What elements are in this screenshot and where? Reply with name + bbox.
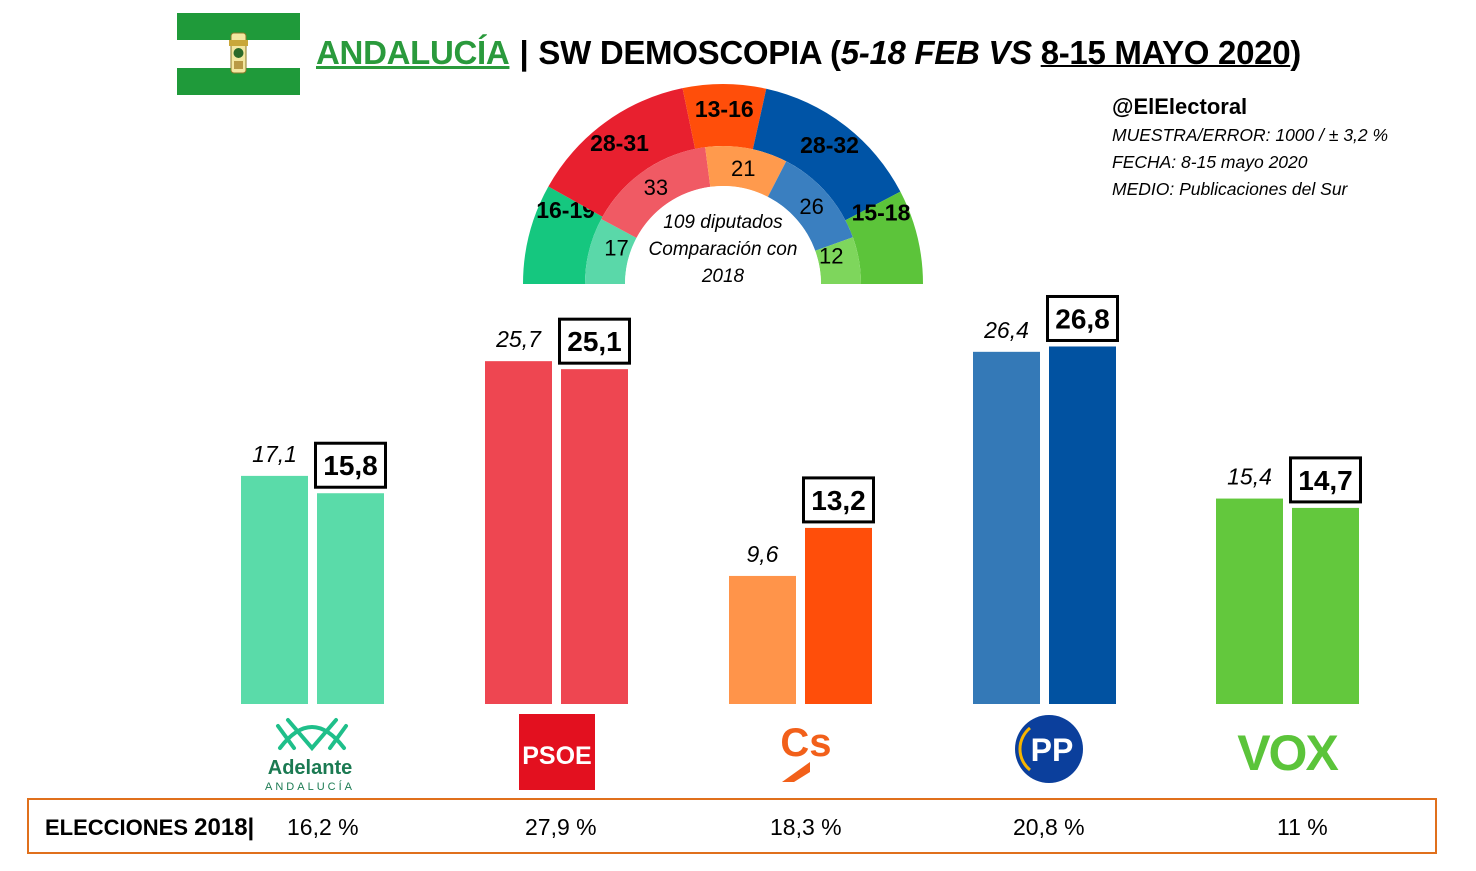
vox-logo-text: VOX: [1237, 725, 1338, 780]
pp-logo: PP: [1015, 715, 1083, 783]
bar-feb-cs: [729, 575, 796, 704]
title-pollster: SW DEMOSCOPIA: [538, 34, 822, 71]
title-period-open: (: [830, 34, 841, 71]
hemicycle-center-line-2: Comparación con: [649, 239, 798, 260]
vox-logo: VOX: [1237, 725, 1340, 780]
hemicycle-2018-vox: [815, 237, 861, 284]
hemicycle-2018-cs: [705, 146, 787, 197]
hemicycle-2018-psoe: [601, 147, 711, 238]
elections-label-text: ELECCIONES: [45, 815, 189, 840]
psoe-logo-text: PSOE: [522, 742, 591, 770]
result-2018-cs: 18,3 %: [770, 814, 842, 840]
page-title: ANDALUCÍA | SW DEMOSCOPIA (5-18 FEB VS 8-1…: [316, 34, 1301, 72]
sample-error: MUESTRA/ERROR: 1000 / ± 3,2 %: [1112, 125, 1389, 145]
hemicycle-2018-label-psoe: 33: [644, 175, 668, 200]
hemicycle-2018-pp: [767, 161, 853, 251]
bar-may-label-cs: 13,2: [811, 485, 866, 516]
hemicycle-center-line-1: 109 diputados: [663, 212, 783, 233]
bar-may-label-adelante: 15,8: [323, 450, 378, 481]
title-region: ANDALUCÍA: [316, 34, 510, 71]
result-2018-pp: 20,8 %: [1013, 814, 1085, 840]
hemicycle-2018-label-pp: 26: [799, 194, 823, 219]
bar-may-label-psoe: 25,1: [567, 326, 622, 357]
bar-may-label-box-vox: [1289, 456, 1362, 504]
bar-may-pp: [1049, 346, 1116, 704]
hemicycle-projection-adelante: [523, 186, 603, 284]
hemicycle-2018-label-adelante: 17: [604, 235, 628, 260]
hemicycle-2018-adelante: [585, 219, 637, 284]
title-separator: |: [519, 34, 529, 71]
adelante-logo-sub: ANDALUCÍA: [265, 780, 355, 793]
bar-feb-psoe: [485, 361, 552, 704]
bar-may-adelante: [317, 493, 384, 704]
elections-2018-row: ELECCIONES 2018| 16,2 % 27,9 % 18,3 % 20…: [27, 798, 1437, 854]
hemicycle-center: [625, 186, 821, 284]
elections-2018-label: ELECCIONES 2018|: [45, 814, 254, 842]
elections-separator: |: [247, 814, 255, 841]
poll-medium: MEDIO: Publicaciones del Sur: [1112, 179, 1348, 199]
result-2018-adelante: 16,2 %: [287, 814, 359, 840]
hemicycle-projection-cs: [682, 84, 767, 150]
bar-may-psoe: [561, 369, 628, 704]
hemicycle-projection-label-psoe: 28-31: [590, 130, 649, 156]
hemicycle-projection-pp: [752, 88, 901, 221]
result-2018-psoe: 27,9 %: [525, 814, 597, 840]
bar-feb-label-vox: 15,4: [1227, 464, 1272, 490]
andalucia-coat-of-arms-icon: [229, 32, 248, 74]
hemicycle-2018-label-cs: 21: [731, 156, 755, 181]
vote-share-bar-chart: 17,1 15,8 25,7 25,1 9,6 13,2 26,4 26,8 15,4 14,7: [241, 294, 1362, 704]
bar-may-label-pp: 26,8: [1055, 303, 1110, 334]
hemicycle-projection-label-cs: 13-16: [695, 96, 754, 122]
cs-logo: Cs: [780, 721, 832, 782]
bar-feb-label-psoe: 25,7: [495, 326, 542, 352]
title-period-close: ): [1290, 34, 1301, 71]
hemicycle-projection-label-vox: 15-18: [852, 199, 911, 225]
result-2018-vox: 11 %: [1277, 814, 1328, 840]
bar-may-label-box-pp: [1046, 294, 1119, 342]
adelante-logo-name: Adelante: [268, 757, 352, 779]
bar-feb-label-cs: 9,6: [747, 541, 779, 567]
bar-feb-label-pp: 26,4: [983, 317, 1029, 343]
hemicycle-projection-label-pp: 28-32: [800, 132, 859, 158]
bar-may-label-box-cs: [802, 476, 875, 524]
author-handle: @ElElectoral: [1112, 94, 1248, 119]
cs-logo-text: Cs: [780, 721, 831, 765]
poll-info: @ElElectoral MUESTRA/ERROR: 1000 / ± 3,2…: [1112, 92, 1388, 203]
hemicycle-center-line-3: 2018: [701, 266, 745, 287]
bar-may-label-box-psoe: [558, 317, 631, 365]
title-period-new: 8-15 MAYO 2020: [1040, 34, 1291, 71]
poll-date: FECHA: 8-15 mayo 2020: [1112, 152, 1308, 172]
bar-feb-label-adelante: 17,1: [252, 441, 297, 467]
bar-may-label-box-adelante: [314, 441, 387, 489]
bar-feb-adelante: [241, 475, 308, 704]
bar-may-cs: [805, 527, 872, 704]
hemicycle-projection-vox: [845, 191, 923, 284]
andalucia-flag: [177, 13, 300, 95]
bar-feb-vox: [1216, 498, 1283, 704]
elections-year: 2018: [194, 814, 248, 841]
adelante-andalucia-logo: Adelante ANDALUCÍA: [265, 718, 355, 793]
hemicycle-2018-label-vox: 12: [819, 244, 843, 269]
bar-may-label-vox: 14,7: [1298, 465, 1353, 496]
bar-may-vox: [1292, 507, 1359, 704]
pp-logo-text: PP: [1031, 732, 1074, 768]
psoe-logo: PSOE: [519, 714, 595, 790]
bar-feb-pp: [973, 351, 1040, 704]
hemicycle-projection-psoe: [548, 88, 696, 217]
title-period-old: 5-18 FEB VS: [840, 34, 1032, 71]
